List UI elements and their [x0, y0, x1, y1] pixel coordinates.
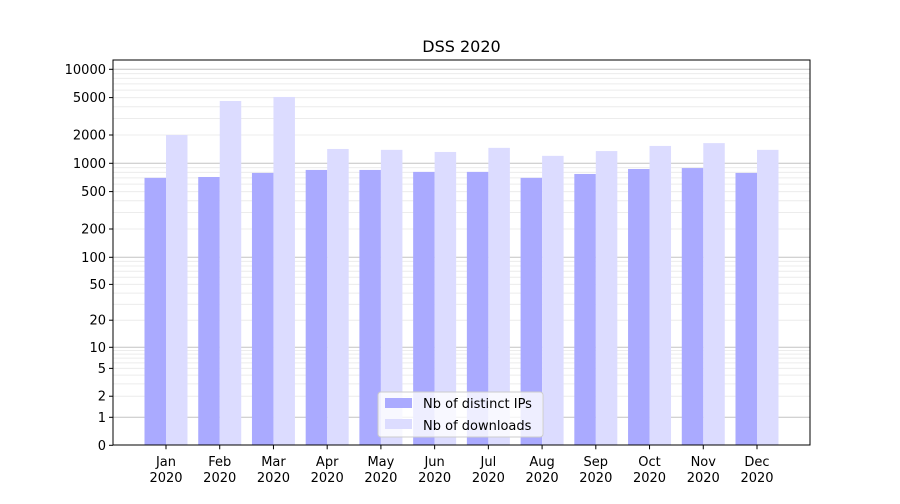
- x-tick-label-year: 2020: [418, 471, 451, 486]
- x-tick-label-year: 2020: [149, 471, 182, 486]
- y-tick-label: 200: [81, 223, 106, 238]
- x-tick-label-year: 2020: [311, 471, 344, 486]
- x-tick-label-month: Feb: [208, 455, 231, 470]
- bar-downloads-sep: [595, 151, 618, 446]
- bars: [144, 96, 779, 446]
- legend-label-ips: Nb of distinct IPs: [423, 397, 532, 412]
- y-tick-label: 50: [89, 278, 106, 293]
- y-tick-label: 5000: [73, 91, 106, 106]
- x-tick-label-year: 2020: [364, 471, 397, 486]
- x-tick-label-month: Apr: [316, 455, 339, 470]
- y-tick-label: 20: [89, 314, 106, 329]
- legend-box: [377, 391, 544, 438]
- legend-label-downloads: Nb of downloads: [423, 419, 532, 434]
- x-tick-label-year: 2020: [257, 471, 290, 486]
- bar-downloads-apr: [327, 148, 349, 446]
- bar-distinct-ips-dec: [735, 172, 757, 446]
- x-tick-label-month: Sep: [584, 455, 609, 470]
- bar-distinct-ips-jun: [413, 171, 435, 446]
- x-tick-label-month: Nov: [691, 455, 717, 470]
- chart-title: DSS 2020: [422, 37, 500, 56]
- x-tick-label-month: May: [367, 455, 394, 470]
- bar-distinct-ips-jan: [144, 177, 166, 446]
- legend-swatch-downloads: [385, 419, 412, 429]
- x-tick-label-year: 2020: [526, 471, 559, 486]
- x-tick-label-month: Jul: [480, 455, 497, 470]
- y-tick-label: 500: [81, 185, 106, 200]
- bar-distinct-ips-sep: [574, 173, 596, 446]
- bar-distinct-ips-jul: [466, 171, 489, 446]
- x-tick-label-year: 2020: [740, 471, 773, 486]
- bar-downloads-oct: [649, 145, 672, 446]
- x-tick-label-year: 2020: [203, 471, 236, 486]
- y-tick-label: 10000: [65, 63, 106, 78]
- y-tick-label: 1: [98, 411, 106, 426]
- y-tick-label: 0: [98, 439, 106, 454]
- x-tick-label-month: Jan: [155, 455, 176, 470]
- x-tick-label-month: Oct: [638, 455, 660, 470]
- plot-frame: [112, 59, 811, 446]
- y-tick-label: 1000: [73, 157, 106, 172]
- bar-distinct-ips-mar: [251, 172, 274, 446]
- bar-downloads-nov: [703, 143, 725, 446]
- y-tick-label: 10: [89, 341, 106, 356]
- x-tick-label-month: Aug: [529, 455, 554, 470]
- bar-downloads-mar: [273, 96, 295, 446]
- bar-downloads-jan: [166, 135, 188, 446]
- bar-distinct-ips-oct: [628, 168, 650, 446]
- bar-distinct-ips-nov: [681, 168, 704, 446]
- x-tick-label-year: 2020: [633, 471, 666, 486]
- bar-downloads-jul: [488, 147, 510, 446]
- bar-downloads-feb: [219, 101, 242, 446]
- x-tick-label-year: 2020: [687, 471, 720, 486]
- x-tick-label-month: Dec: [744, 455, 769, 470]
- x-tick-label-month: Mar: [261, 455, 286, 470]
- bar-downloads-may: [380, 149, 403, 446]
- bar-distinct-ips-aug: [520, 177, 543, 446]
- bar-distinct-ips-feb: [198, 176, 220, 446]
- bar-downloads-aug: [542, 155, 564, 446]
- x-tick-label-month: Jun: [423, 455, 444, 470]
- bar-downloads-jun: [434, 151, 457, 446]
- x-tick-label-year: 2020: [579, 471, 612, 486]
- y-tick-label: 2000: [73, 129, 106, 144]
- legend: Nb of distinct IPs Nb of downloads: [377, 391, 544, 438]
- bar-downloads-dec: [757, 149, 779, 446]
- x-tick-label-year: 2020: [472, 471, 505, 486]
- y-tick-label: 2: [98, 390, 106, 405]
- y-tick-label: 5: [98, 362, 106, 377]
- legend-swatch-ips: [385, 398, 412, 408]
- y-axis: 0 1 2 5 10 20 50 100 200 500 1000 2000 5000 10000: [65, 63, 113, 454]
- x-axis: Jan2020Feb2020Mar2020Apr2020May2020Jun20…: [149, 445, 774, 486]
- bar-distinct-ips-apr: [305, 169, 328, 446]
- bar-distinct-ips-may: [359, 169, 381, 446]
- y-tick-label: 100: [81, 251, 106, 266]
